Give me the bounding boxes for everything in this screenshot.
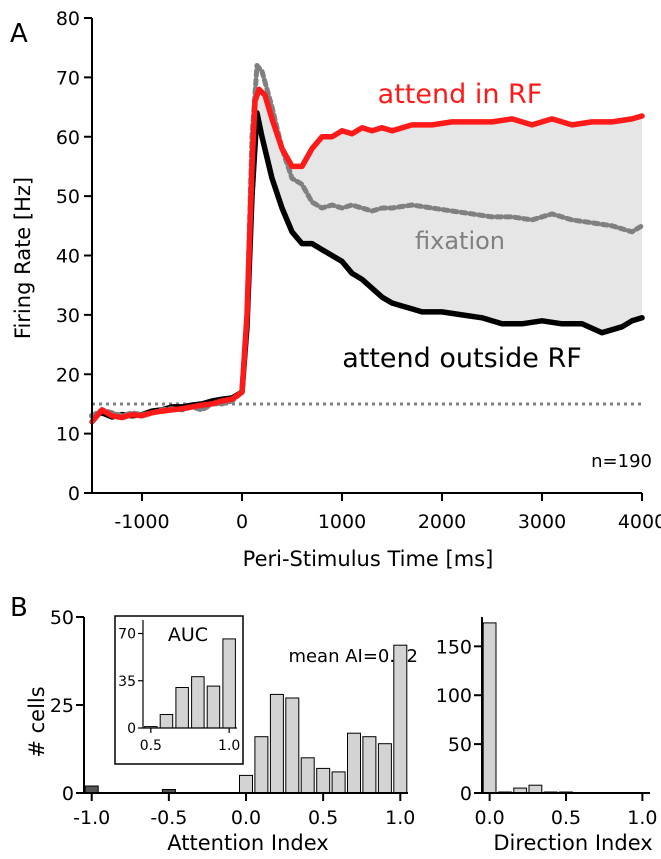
histogram-bar — [362, 736, 377, 794]
panel-a-ytick-label: 50 — [56, 186, 80, 208]
panel-bl-xtick-label: -1.0 — [73, 807, 110, 829]
histogram-bar — [377, 743, 392, 794]
panel-bl-ylabel: # cells — [25, 686, 49, 757]
inset-xtick-label: 0.5 — [140, 738, 162, 754]
panel-a-xtick-label: 1000 — [318, 511, 366, 533]
panel-a-xtick-label: -1000 — [114, 511, 169, 533]
panel-a-xlabel: Peri-Stimulus Time [ms] — [243, 547, 494, 571]
panel-bl-ytick-label: 25 — [50, 695, 74, 717]
panel-br-xtick-label: 0.5 — [551, 807, 581, 829]
histogram-bar — [269, 693, 284, 794]
histogram-bar — [331, 771, 346, 794]
histogram-bar — [285, 697, 300, 794]
panel-bl-ytick-label: 0 — [62, 783, 74, 805]
panel-br-ytick-label: 100 — [436, 685, 472, 707]
panel-a-ytick-label: 10 — [56, 424, 80, 446]
panel-b-attention-histogram: Attention Index # cells mean AI=0.62 0 25… — [25, 607, 418, 855]
label-attend-outside-rf: attend outside RF — [342, 343, 582, 374]
panel-label-a: A — [10, 19, 28, 49]
histogram-bar — [84, 785, 99, 794]
inset-ytick-label: 0 — [127, 721, 136, 737]
panel-a-ytick-label: 40 — [56, 246, 80, 268]
panel-a-n-annotation: n=190 — [591, 451, 652, 472]
panel-bl-mean-annotation: mean AI=0.62 — [288, 646, 418, 667]
panel-br-xlabel: Direction Index — [493, 831, 652, 855]
inset-bar — [222, 638, 236, 729]
panel-a-ytick-label: 20 — [56, 364, 80, 386]
histogram-bar — [316, 767, 331, 794]
panel-a-line-chart: Peri-Stimulus Time [ms] Firing Rate [Hz]… — [11, 8, 661, 571]
inset-ytick-label: 70 — [118, 627, 136, 643]
panel-bl-xlabel: Attention Index — [167, 831, 328, 855]
histogram-bar — [347, 732, 361, 794]
panel-b-direction-histogram: Direction Index 0 50 100 150 0.0 0.5 1.0 — [436, 617, 657, 855]
histogram-bar — [528, 784, 543, 794]
panel-a-ytick-label: 30 — [56, 305, 80, 327]
panel-label-b: B — [10, 593, 28, 623]
panel-br-ytick-label: 0 — [460, 783, 472, 805]
histogram-bar — [239, 774, 253, 794]
inset-bar — [191, 676, 205, 729]
inset-xtick-label: 1.0 — [218, 738, 240, 754]
inset-title: AUC — [168, 624, 208, 646]
histogram-bar — [254, 736, 269, 794]
label-attend-in-rf: attend in RF — [378, 79, 543, 110]
histogram-bar — [300, 757, 315, 794]
histogram-bar — [482, 622, 497, 794]
panel-bl-xtick-label: 0.5 — [308, 807, 338, 829]
panel-a-ytick-label: 60 — [56, 127, 80, 149]
histogram-bar — [393, 644, 408, 794]
panel-bl-xtick-label: 0.0 — [231, 807, 261, 829]
panel-br-ytick-label: 50 — [448, 734, 472, 756]
inset-bar — [159, 714, 174, 729]
panel-bl-xtick-label: -0.5 — [150, 807, 187, 829]
inset-bar — [206, 685, 221, 729]
panel-a-ytick-label: 70 — [56, 67, 80, 89]
panel-br-xtick-label: 1.0 — [627, 807, 657, 829]
panel-a-xtick-label: 3000 — [518, 511, 566, 533]
inset-ytick-label: 35 — [118, 674, 136, 690]
panel-a-xtick-label: 4000 — [618, 511, 661, 533]
panel-br-ytick-label: 150 — [436, 636, 472, 658]
line-attend-in-rf — [89, 86, 645, 425]
inset-bar — [175, 687, 189, 729]
panel-bl-xtick-label: 1.0 — [385, 807, 415, 829]
panel-a-ylabel: Firing Rate [Hz] — [11, 177, 35, 339]
panel-bl-ytick-label: 50 — [50, 607, 74, 629]
panel-a-ytick-label: 0 — [68, 483, 80, 505]
panel-br-xtick-label: 0.0 — [475, 807, 505, 829]
label-fixation: fixation — [415, 227, 505, 255]
panel-a-xtick-label: 2000 — [418, 511, 466, 533]
area-shade — [92, 89, 642, 422]
panel-a-ytick-label: 80 — [56, 8, 80, 30]
panel-a-xtick-label: 0 — [236, 511, 248, 533]
